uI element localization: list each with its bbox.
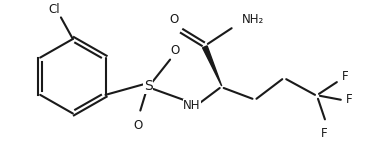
Text: O: O	[134, 119, 143, 132]
Text: F: F	[342, 70, 348, 83]
Text: NH: NH	[183, 99, 201, 112]
Text: O: O	[169, 13, 179, 26]
Text: Cl: Cl	[48, 3, 60, 16]
Text: NH₂: NH₂	[241, 13, 264, 26]
Text: S: S	[144, 79, 153, 93]
Polygon shape	[202, 46, 222, 86]
Text: F: F	[321, 127, 327, 140]
Text: O: O	[170, 44, 180, 57]
Text: F: F	[346, 93, 352, 106]
